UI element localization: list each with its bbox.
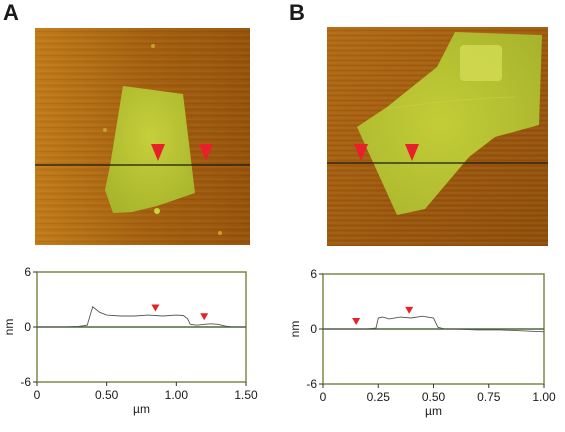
profile-b-xtick-label: 0.25 [367, 390, 391, 404]
profile-a-xlabel: µm [133, 402, 150, 416]
profile-a-ytick-label: 0 [24, 320, 31, 334]
profile-b-xtick-label: 1.00 [532, 390, 556, 404]
panel-label-b: B [289, 0, 305, 25]
panel-label-a: A [3, 0, 19, 25]
profile-b-ylabel: nm [288, 321, 302, 338]
height-profile-a: -6 0 6 0 0.50 1.00 1.50 µm nm [0, 262, 270, 432]
profile-b-ytick-label: 0 [310, 322, 317, 336]
afm-image-b [327, 27, 548, 246]
profile-b-xtick-label: 0.50 [422, 390, 446, 404]
marker-b-1 [354, 144, 368, 161]
profile-b-xtick-label: 0.75 [477, 390, 501, 404]
profile-a-xtick-label: 0.50 [95, 388, 119, 402]
profile-a-xtick-label: 1.00 [165, 388, 189, 402]
marker-a-1 [151, 144, 165, 161]
height-profile-b: -6 0 6 0 0.25 0.50 0.75 1.00 µm nm [286, 264, 565, 432]
profile-b-xtick-label: 0 [320, 390, 327, 404]
profile-b-ytick-label: -6 [306, 377, 317, 391]
profile-a-ytick-label: 6 [24, 265, 31, 279]
profile-b-series-line [323, 315, 545, 333]
profile-a-xtick-label: 1.50 [234, 388, 258, 402]
profile-a-series-line [37, 306, 246, 328]
flake-a [105, 86, 195, 213]
profile-a-xtick-label: 0 [34, 388, 41, 402]
profile-b-marker [405, 306, 414, 314]
profile-b-ytick-label: 6 [310, 267, 317, 281]
profile-a-marker [151, 304, 160, 312]
profile-b-marker [352, 318, 361, 325]
profile-b-xlabel: µm [425, 404, 442, 418]
afm-image-a [35, 28, 250, 245]
flake-b-thick-region [460, 45, 502, 81]
profile-a-ytick-label: -6 [20, 375, 31, 389]
marker-a-2 [199, 144, 213, 161]
profile-a-marker [200, 313, 209, 321]
profile-a-ylabel: nm [2, 319, 16, 336]
marker-b-2 [405, 144, 419, 161]
